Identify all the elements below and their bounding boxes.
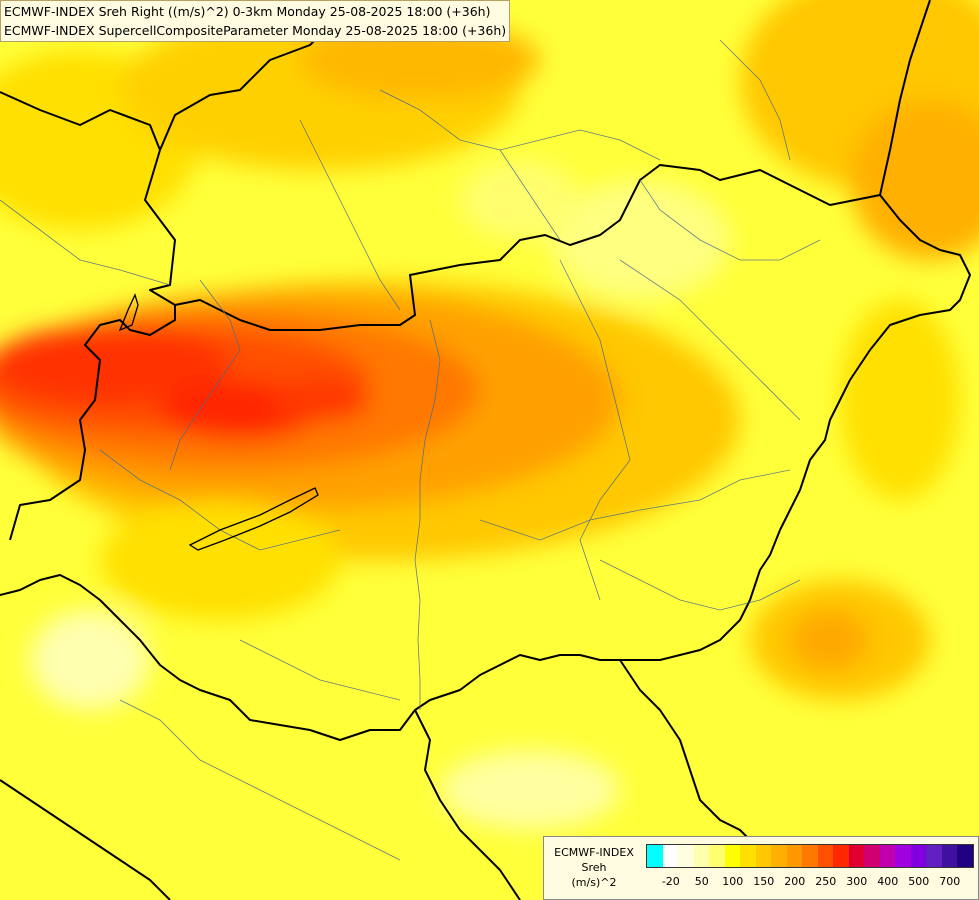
legend-swatch: [864, 845, 880, 867]
title-line-2: ECMWF-INDEX SupercellCompositeParameter …: [4, 23, 507, 38]
title-line-1: ECMWF-INDEX Sreh Right ((m/s)^2) 0-3km M…: [4, 4, 491, 19]
legend-tick-label: 250: [815, 875, 837, 888]
legend-tick-label: 300: [846, 875, 868, 888]
legend-tick-label: 100: [722, 875, 744, 888]
legend-title-line-1: ECMWF-INDEX: [554, 846, 634, 859]
legend-swatch: [910, 845, 926, 867]
legend-swatch: [848, 845, 864, 867]
legend-swatch: [662, 845, 678, 867]
legend-swatch: [895, 845, 911, 867]
legend-tick-label: 150: [753, 875, 775, 888]
rivers-regions: [0, 39, 821, 861]
legend-swatch: [678, 845, 694, 867]
legend-swatch: [926, 845, 942, 867]
field-contours: [0, 0, 979, 830]
legend-swatch: [802, 845, 818, 867]
color-legend: ECMWF-INDEX Sreh (m/s)^2 -20 50 100 150 200 2…: [543, 836, 979, 900]
legend-swatch: [693, 845, 709, 867]
legend-swatch: [709, 845, 725, 867]
legend-tick-label: 700: [939, 875, 961, 888]
map-title-box: ECMWF-INDEX Sreh Right ((m/s)^2) 0-3km M…: [0, 0, 511, 42]
legend-swatch: [941, 845, 957, 867]
legend-ticks: -20 50 100 150 200 250 300 400 500 700: [646, 875, 976, 891]
legend-swatch: [833, 845, 849, 867]
legend-tick-label: -20: [661, 875, 680, 888]
legend-swatch: [817, 845, 833, 867]
legend-swatch: [724, 845, 740, 867]
legend-title: ECMWF-INDEX Sreh (m/s)^2: [548, 845, 640, 890]
legend-swatch: [755, 845, 771, 867]
legend-tick-label: 500: [908, 875, 930, 888]
legend-swatch: [740, 845, 756, 867]
legend-swatch: [957, 845, 973, 867]
legend-swatches: [646, 844, 974, 868]
legend-title-line-3: (m/s)^2: [571, 876, 617, 889]
legend-swatch: [786, 845, 802, 867]
legend-swatch: [771, 845, 787, 867]
lake-balaton: [118, 293, 319, 551]
legend-tick-label: 400: [877, 875, 899, 888]
legend-title-line-2: Sreh: [581, 861, 607, 874]
legend-swatch: [647, 845, 663, 867]
legend-swatch: [879, 845, 895, 867]
legend-tick-label: 50: [694, 875, 709, 888]
legend-tick-label: 200: [784, 875, 806, 888]
